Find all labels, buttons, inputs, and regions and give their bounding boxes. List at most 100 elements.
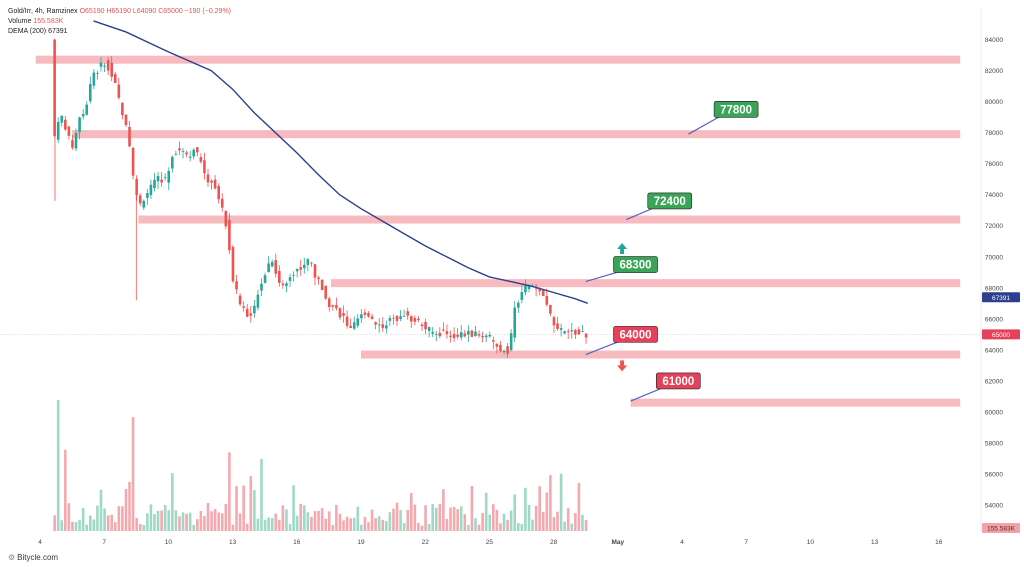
candle-61: [270, 259, 274, 268]
x-tick-label: 13: [229, 539, 237, 546]
candle-114: [459, 325, 463, 341]
volume-bar-50: [231, 524, 235, 531]
axis-label-volume: 155.583K: [982, 523, 1020, 533]
zone-0: [35, 55, 961, 64]
legend-dema-label[interactable]: DEMA (200): [8, 28, 47, 35]
candle-body: [352, 322, 356, 329]
candle-43: [206, 168, 210, 187]
volume-bar-41: [199, 510, 203, 531]
volume-bar-149: [584, 520, 588, 531]
volume-bar-35: [178, 516, 181, 531]
candle-body: [520, 292, 524, 300]
callout-77800: 77800: [688, 101, 759, 135]
candle-body: [545, 296, 549, 305]
candle-129: [513, 301, 517, 343]
callout-label: 77800: [720, 104, 752, 116]
candle-100: [409, 315, 413, 328]
volume-bar-147: [577, 482, 581, 531]
candle-body: [524, 285, 527, 293]
candle-body: [320, 279, 324, 291]
callout-pointer: [688, 115, 721, 135]
candle-95: [392, 314, 395, 325]
volume-bar-97: [399, 510, 402, 531]
volume-bar-33: [171, 473, 174, 531]
volume-bar-16: [110, 514, 113, 531]
candle-99: [406, 307, 410, 320]
candle-12: [96, 70, 99, 80]
volume-bar-18: [117, 506, 121, 531]
candle-19: [121, 102, 124, 120]
volume-bar-124: [495, 509, 499, 531]
candle-123: [492, 336, 495, 350]
axis-label-last: 65000: [982, 329, 1020, 340]
candle-97: [399, 310, 402, 322]
candle-46: [217, 183, 220, 204]
candle-132: [524, 279, 527, 296]
candle-body: [267, 263, 270, 273]
volume-bar-115: [463, 514, 467, 531]
candle-body: [253, 305, 256, 314]
volume-bar-11: [92, 519, 96, 531]
candle-36: [181, 147, 185, 159]
price-axis[interactable]: 54000 56000 58000 60000 62000 64000 66000 68000…: [985, 37, 1003, 510]
legend-volume-label[interactable]: Volume: [8, 18, 32, 25]
axis-label-dema: 67391: [982, 292, 1020, 303]
volume-bar-93: [385, 521, 388, 531]
zone-5: [630, 398, 961, 407]
candle-116: [467, 325, 470, 342]
candle-body: [367, 313, 370, 317]
candle-body: [559, 328, 563, 330]
callout-label: 61000: [662, 376, 694, 388]
callout-68300: 68300: [585, 256, 658, 283]
candle-body: [484, 335, 488, 338]
x-tick-label: 22: [422, 539, 430, 546]
candle-92: [381, 317, 385, 332]
volume-bar-103: [420, 525, 424, 531]
candle-88: [367, 311, 370, 318]
callout-label: 68300: [620, 260, 652, 272]
candle-body: [463, 333, 467, 337]
legend-symbol[interactable]: Gold/Irr, 4h, Ramzinex: [8, 8, 78, 15]
candle-body: [584, 333, 588, 338]
legend-dema-value: 67391: [48, 28, 68, 35]
candle-body: [534, 288, 538, 290]
time-axis[interactable]: 4 7 10 13 16 19 22 25 28 May 4 7 10 13 16: [38, 539, 943, 546]
candle-body: [85, 104, 89, 115]
candle-94: [388, 315, 392, 326]
candle-body: [220, 198, 224, 208]
arrow-head: [617, 365, 628, 372]
volume-bar-14: [103, 508, 106, 531]
candle-49: [228, 213, 231, 254]
candle-body: [335, 304, 338, 309]
candle-103: [420, 322, 424, 331]
volume-bar-143: [563, 521, 566, 531]
zone-4: [361, 350, 961, 359]
volume-bar-48: [224, 504, 228, 531]
volume-bar-112: [452, 506, 456, 531]
volume-bar-81: [342, 520, 345, 531]
candle-body: [552, 317, 556, 326]
candle-51: [235, 274, 238, 295]
candle-145: [570, 322, 574, 339]
candle-body: [106, 60, 110, 71]
candle-body: [213, 179, 217, 189]
candle-body: [513, 307, 517, 338]
volume-bar-58: [260, 458, 263, 531]
volume-bar-62: [274, 513, 278, 531]
candle-body: [331, 305, 335, 307]
candle-body: [121, 102, 124, 116]
brand-text[interactable]: Bitycle.com: [17, 553, 59, 562]
candle-124: [495, 343, 499, 354]
x-tick-label: 13: [871, 539, 879, 546]
candle-141: [556, 316, 559, 331]
candle-body: [481, 335, 484, 338]
candle-body: [402, 315, 406, 317]
candle-body: [110, 62, 113, 77]
candle-body: [124, 114, 128, 125]
candle-66: [288, 273, 292, 287]
callout-61000: 61000: [630, 372, 701, 402]
volume-bar-107: [434, 507, 438, 531]
volume-bar-13: [99, 489, 103, 531]
candle-body: [566, 331, 570, 333]
